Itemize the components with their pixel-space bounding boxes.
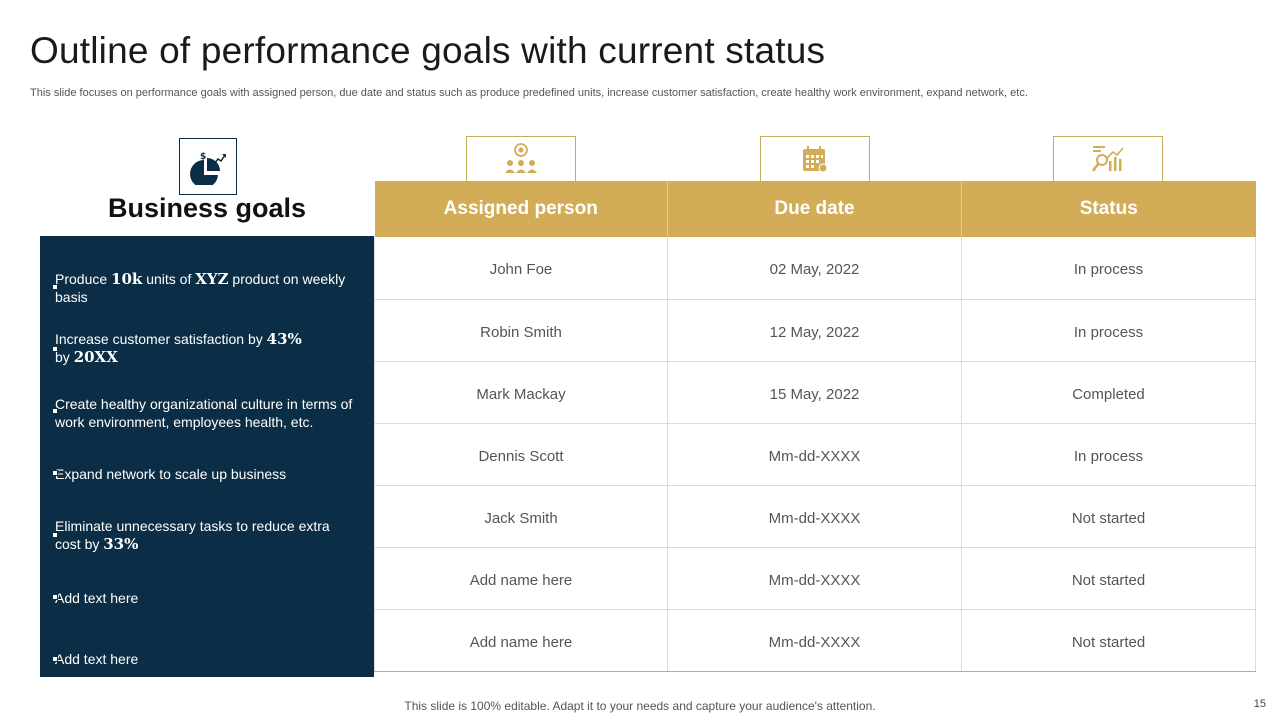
svg-text:$: $ [200, 152, 206, 162]
bullet-icon [52, 594, 58, 600]
assigned-person-cell: Mark Mackay [374, 361, 668, 424]
due-date-cell: 12 May, 2022 [667, 299, 962, 362]
status-cell: In process [961, 237, 1256, 300]
goal-item: Create healthy organizational culture in… [52, 395, 355, 431]
goal-item: Eliminate unnecessary tasks to reduce ex… [52, 517, 355, 553]
due-date-cell: Mm-dd-XXXX [667, 609, 962, 672]
goal-item: Produce 10k units of XYZ product on week… [52, 270, 355, 306]
page-title: Outline of performance goals with curren… [30, 30, 826, 71]
bullet-icon [52, 532, 58, 538]
due-date-cell: 02 May, 2022 [667, 237, 962, 300]
status-cell: In process [961, 423, 1256, 486]
assigned-person-cell: John Foe [374, 237, 668, 300]
status-cell: Not started [961, 547, 1256, 610]
table-row: Mark Mackay 15 May, 2022 Completed [374, 361, 1256, 424]
column-header-assigned-person: Assigned person [374, 181, 668, 237]
goal-item: Expand network to scale up business [52, 465, 355, 483]
table-row: Jack Smith Mm-dd-XXXX Not started [374, 485, 1256, 548]
assigned-person-cell: Robin Smith [374, 299, 668, 362]
goal-item: Increase customer satisfaction by 43% by… [52, 330, 355, 366]
assigned-person-cell: Add name here [374, 547, 668, 610]
status-cell: Completed [961, 361, 1256, 424]
footer-note: This slide is 100% editable. Adapt it to… [404, 699, 876, 713]
bullet-icon [52, 284, 58, 290]
table-row: Add name here Mm-dd-XXXX Not started [374, 547, 1256, 610]
page-subtitle: This slide focuses on performance goals … [30, 87, 1028, 99]
goals-status-table: Assigned person Due date Status John Foe… [374, 181, 1256, 672]
bullet-icon [52, 656, 58, 662]
bullet-icon [52, 346, 58, 352]
due-date-cell: Mm-dd-XXXX [667, 547, 962, 610]
page-number: 15 [1253, 698, 1266, 710]
pie-chart-dollar-icon: $ [179, 138, 237, 195]
goal-item: Add text here [52, 589, 355, 607]
table-row: Dennis Scott Mm-dd-XXXX In process [374, 423, 1256, 486]
calendar-icon [760, 136, 870, 181]
due-date-cell: Mm-dd-XXXX [667, 485, 962, 548]
column-header-due-date: Due date [667, 181, 962, 237]
business-goals-heading: Business goals [107, 193, 307, 223]
table-header-row: Assigned person Due date Status [374, 181, 1256, 237]
due-date-cell: 15 May, 2022 [667, 361, 962, 424]
bullet-icon [52, 408, 58, 414]
business-goals-panel: Produce 10k units of XYZ product on week… [40, 236, 374, 677]
assigned-person-cell: Dennis Scott [374, 423, 668, 486]
table-row: Add name here Mm-dd-XXXX Not started [374, 609, 1256, 672]
table-row: John Foe 02 May, 2022 In process [374, 237, 1256, 300]
assigned-person-cell: Add name here [374, 609, 668, 672]
bullet-icon [52, 470, 58, 476]
column-header-status: Status [961, 181, 1256, 237]
goal-item: Add text here [52, 650, 355, 668]
status-cell: Not started [961, 485, 1256, 548]
assigned-person-cell: Jack Smith [374, 485, 668, 548]
due-date-cell: Mm-dd-XXXX [667, 423, 962, 486]
team-target-icon [466, 136, 576, 181]
table-row: Robin Smith 12 May, 2022 In process [374, 299, 1256, 362]
analytics-chart-icon [1053, 136, 1163, 181]
status-cell: In process [961, 299, 1256, 362]
status-cell: Not started [961, 609, 1256, 672]
